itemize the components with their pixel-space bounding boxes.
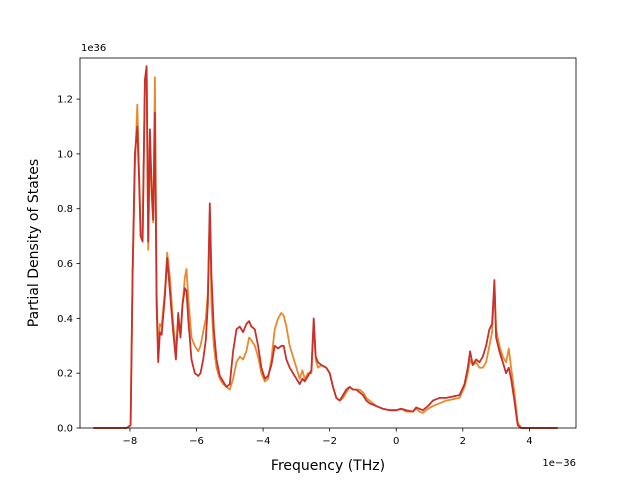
- axes-frame: [79, 57, 577, 429]
- x-tick-label: 0: [393, 436, 399, 447]
- x-tick-label: −2: [322, 436, 337, 447]
- y-tick-label: 0.4: [57, 314, 73, 325]
- series-line-1: [93, 68, 558, 429]
- y-axis-label: Partial Density of States: [26, 159, 42, 327]
- y-tick-label: 1.2: [57, 95, 73, 106]
- x-tick-label: 4: [526, 436, 532, 447]
- x-axis-label: Frequency (THz): [271, 458, 385, 474]
- y-tick-label: 0.6: [57, 259, 73, 270]
- y-tick-label: 0.2: [57, 369, 73, 380]
- plot-area: [93, 65, 558, 429]
- x-tick-label: −6: [189, 436, 204, 447]
- y-offset-label: 1e36: [81, 43, 106, 54]
- y-tick-label: 1.0: [57, 149, 73, 160]
- y-axis: 0.0 0.2 0.4 0.6 0.8 1.0 1.2: [57, 95, 80, 435]
- series-line-2: [93, 65, 558, 429]
- x-tick-label: 2: [460, 436, 466, 447]
- x-offset-label: 1e−36: [542, 458, 576, 469]
- x-axis: −8 −6 −4 −2 0 2 4: [123, 428, 533, 447]
- x-tick-label: −4: [256, 436, 271, 447]
- y-tick-label: 0.0: [57, 424, 73, 435]
- y-tick-label: 0.8: [57, 204, 73, 215]
- x-tick-label: −8: [123, 436, 138, 447]
